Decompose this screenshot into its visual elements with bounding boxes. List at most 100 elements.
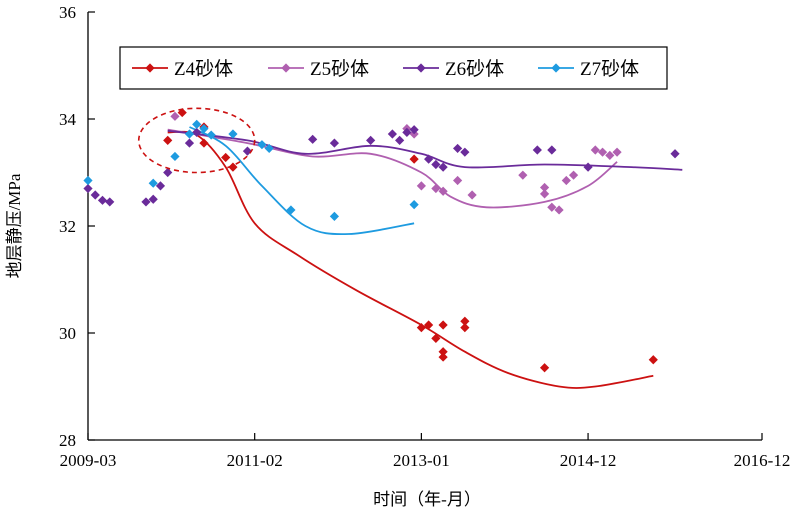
data-point-7 (206, 130, 216, 140)
data-point-4 (163, 135, 173, 145)
y-tick-label: 36 (59, 3, 76, 22)
trend-lines (167, 126, 683, 389)
data-point-6 (438, 162, 448, 172)
data-point-4 (221, 152, 231, 163)
data-point-5 (605, 150, 615, 160)
data-point-6 (453, 143, 463, 154)
data-point-5 (597, 147, 608, 157)
legend-marker-5 (281, 63, 291, 73)
data-point-7 (264, 143, 274, 154)
data-point-5 (539, 182, 550, 193)
data-point-5 (547, 202, 557, 212)
y-axis-label: 地层静压/MPa (5, 173, 24, 278)
data-point-4 (431, 333, 441, 343)
data-point-7 (329, 211, 340, 221)
data-point-5 (467, 190, 477, 200)
data-point-4 (438, 352, 448, 362)
data-point-5 (554, 205, 564, 215)
data-point-6 (141, 197, 151, 207)
data-point-6 (308, 134, 318, 144)
x-axis-label: 时间（年-月） (373, 490, 481, 509)
data-point-5 (568, 170, 579, 180)
data-point-4 (177, 107, 187, 118)
data-point-7 (148, 178, 158, 188)
data-point-6 (242, 146, 253, 156)
data-point-6 (387, 129, 397, 139)
y-tick-label: 32 (59, 217, 76, 236)
x-tick-label: 2013-01 (393, 451, 450, 470)
x-tick-label: 2014-12 (560, 451, 617, 470)
data-point-7 (228, 129, 238, 139)
y-tick-label: 28 (59, 431, 76, 450)
data-point-4 (416, 323, 426, 333)
data-point-6 (90, 190, 100, 200)
data-point-5 (539, 189, 550, 199)
x-tick-label: 2016-12 (734, 451, 791, 470)
data-point-4 (438, 320, 448, 330)
data-points (83, 107, 680, 373)
data-point-7 (286, 205, 296, 215)
data-point-6 (424, 154, 434, 164)
highlight-circle (137, 107, 256, 174)
data-point-4 (460, 323, 470, 333)
legend-label-5: Z5砂体 (310, 58, 369, 80)
data-point-5 (518, 170, 528, 180)
legend-label-7: Z7砂体 (580, 58, 639, 80)
data-point-5 (561, 175, 571, 186)
data-point-7 (199, 124, 209, 134)
data-point-6 (83, 183, 93, 194)
data-point-4 (460, 316, 470, 326)
data-point-6 (366, 135, 376, 145)
data-point-6 (395, 135, 405, 145)
data-point-6 (670, 149, 680, 159)
data-point-6 (583, 162, 593, 172)
data-point-7 (83, 175, 93, 186)
data-point-6 (329, 138, 340, 148)
legend-marker-4 (145, 63, 155, 73)
y-tick-label: 30 (59, 324, 76, 343)
data-point-7 (170, 151, 180, 162)
data-point-5 (431, 183, 441, 194)
trend-line-7 (189, 126, 415, 236)
data-point-4 (539, 363, 550, 373)
data-point-6 (460, 147, 470, 157)
data-point-7 (257, 140, 267, 150)
data-point-6 (547, 145, 557, 155)
data-point-5 (590, 145, 600, 155)
data-point-5 (416, 181, 426, 191)
axes: 28 30 32 34 36 2009-03 2011-02 2013-01 2014-12 20… (59, 3, 790, 470)
data-point-6 (431, 159, 441, 170)
y-tick-label: 34 (59, 110, 77, 129)
data-point-5 (170, 111, 180, 121)
x-tick-label: 2011-02 (227, 451, 283, 470)
data-point-6 (184, 138, 195, 148)
data-point-6 (155, 181, 166, 191)
data-point-6 (97, 195, 108, 205)
data-point-4 (424, 320, 434, 330)
data-point-4 (438, 347, 448, 357)
data-point-6 (148, 194, 158, 204)
data-point-7 (409, 200, 419, 210)
trend-line-4 (167, 130, 654, 389)
legend-marker-7 (551, 63, 561, 73)
annotations (137, 107, 256, 174)
data-point-7 (184, 129, 195, 139)
data-point-6 (192, 127, 202, 137)
data-point-6 (402, 127, 412, 137)
data-point-6 (532, 145, 542, 155)
data-point-4 (648, 355, 658, 365)
data-point-6 (105, 197, 115, 207)
data-point-7 (192, 119, 202, 129)
legend: Z4砂体 Z5砂体 Z6砂体 Z7砂体 (119, 46, 668, 90)
data-point-4 (228, 162, 238, 172)
data-point-6 (163, 167, 173, 178)
data-point-5 (453, 175, 463, 186)
data-point-5 (612, 147, 622, 157)
legend-box (119, 46, 668, 90)
data-point-4 (199, 138, 209, 148)
legend-marker-6 (416, 63, 426, 73)
legend-label-6: Z6砂体 (445, 58, 504, 80)
data-point-4 (409, 154, 419, 164)
data-point-5 (438, 186, 448, 196)
